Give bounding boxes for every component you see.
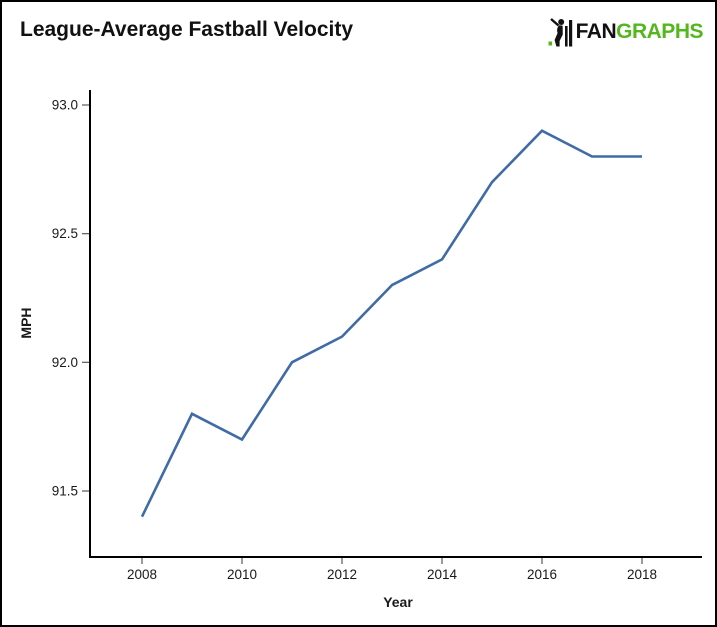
fangraphs-logo: FAN GRAPHS	[548, 17, 703, 47]
logo-text-graphs: GRAPHS	[616, 20, 703, 43]
x-tick-label: 2018	[627, 567, 657, 582]
y-tick-label: 91.5	[52, 483, 78, 498]
y-tick-label: 93.0	[52, 98, 78, 113]
axis-lines	[89, 90, 702, 558]
x-tick-label: 2010	[227, 567, 257, 582]
x-tick-label: 2014	[427, 567, 458, 582]
x-axis-title: Year	[383, 594, 413, 610]
y-axis-title: MPH	[18, 307, 34, 339]
logo-text-fan: FAN	[575, 20, 617, 43]
x-tick-label: 2008	[127, 567, 157, 582]
fangraphs-batter-icon	[548, 18, 572, 47]
x-tick-label: 2012	[327, 567, 357, 582]
y-tick-label: 92.0	[52, 355, 78, 370]
y-tick-label: 92.5	[52, 226, 78, 241]
velocity-line	[140, 129, 642, 518]
x-tick-label: 2016	[527, 567, 557, 582]
chart-title: League-Average Fastball Velocity	[20, 18, 354, 41]
